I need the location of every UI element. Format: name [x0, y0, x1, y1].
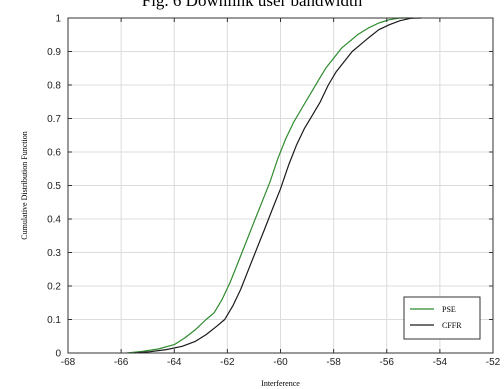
y-tick-label: 0.5	[47, 181, 61, 192]
legend: PSE CFFR	[403, 296, 481, 340]
x-tick-label: -52	[486, 357, 501, 368]
x-tick-label: -62	[220, 357, 235, 368]
figure-caption: Fig. 6 Downlink user bandwidth	[141, 0, 363, 10]
x-tick-label: -66	[114, 357, 129, 368]
legend-label-pse: PSE	[442, 305, 456, 314]
x-tick-label: -64	[167, 357, 182, 368]
y-tick-label: 0	[55, 349, 61, 360]
series-line-pse	[126, 17, 414, 354]
y-tick-label: 0.9	[47, 47, 61, 58]
x-tick-label: -58	[326, 357, 341, 368]
y-tick-label: 1	[55, 14, 61, 25]
y-tick-label: 0.4	[47, 215, 61, 226]
y-tick-label: 0.8	[47, 81, 61, 92]
x-axis-label: Interference	[261, 379, 300, 388]
x-tick-label: -56	[380, 357, 395, 368]
y-axis-label: Cumulative Distribution Function	[20, 131, 29, 239]
y-tick-label: 0.2	[47, 282, 61, 293]
axis-ticks: -68 -66 -64 -62 -60 -58 -56 -54 -52 0 0.1 0.2 0.3 0.4…	[47, 14, 501, 369]
x-tick-label: -54	[433, 357, 448, 368]
y-tick-label: 0.1	[47, 315, 61, 326]
legend-box	[403, 296, 481, 340]
x-tick-label: -68	[61, 357, 76, 368]
legend-label-cffr: CFFR	[442, 321, 462, 330]
series-layer	[126, 17, 422, 354]
y-tick-label: 0.6	[47, 148, 61, 159]
y-tick-label: 0.7	[47, 114, 61, 125]
y-tick-label: 0.3	[47, 248, 61, 259]
series-line-cffr	[134, 17, 422, 354]
x-tick-label: -60	[273, 357, 288, 368]
